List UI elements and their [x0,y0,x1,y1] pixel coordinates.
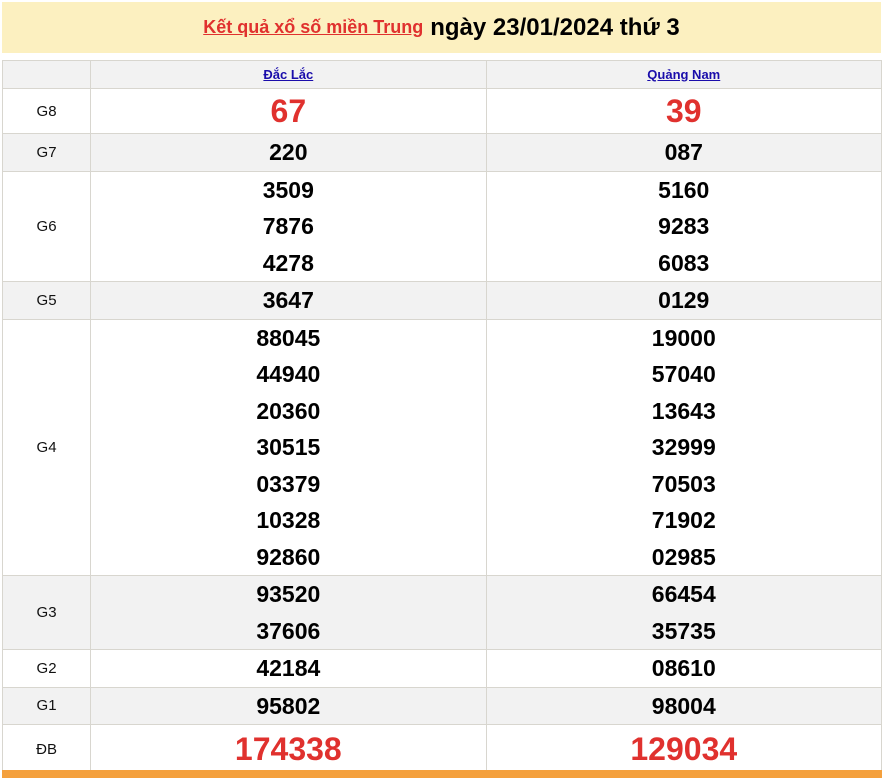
prize-number: 129034 [630,731,738,767]
prize-label: G8 [1,88,92,134]
prize-number: 37606 [256,617,321,644]
prize-number: 35735 [651,617,716,644]
prize-label: G4 [1,318,92,576]
prize-number: 57040 [651,361,716,387]
prize-label: ĐB [1,724,92,775]
prize-row-g1: G1 95802 98004 [1,686,883,725]
prize-row-g7: G7 220 087 [1,133,883,172]
prize-number: 39 [665,93,702,129]
prize-number: 93520 [256,581,321,607]
prize-number: 70503 [651,470,716,497]
prize-row-đb: ĐB 174338 129034 [1,724,883,775]
results-table: Đắc Lắc Quảng Nam G8 67 39 G7 220 087 G6 3509 78… [1,60,883,775]
prize-number: 67 [270,93,307,129]
prize-row-g2: G2 42184 08610 [1,649,883,688]
prize-number: 4278 [262,249,314,276]
prize-number: 44940 [256,361,321,387]
prize-cell: 3647 [90,281,487,320]
prize-number: 0129 [658,287,710,313]
prize-number: 95802 [256,692,321,719]
prize-number: 71902 [651,507,716,533]
prize-cell: 3509 7876 4278 [90,170,487,282]
prize-number: 08610 [651,655,716,681]
draw-date: ngày 23/01/2024 thứ 3 [430,13,680,41]
prize-cell: 0129 [485,281,883,320]
province-link-quang-nam[interactable]: Quảng Nam [647,66,721,82]
prize-number: 10328 [256,507,321,533]
prize-number: 66454 [651,581,716,607]
prize-number: 3647 [262,287,314,313]
prize-number: 30515 [256,434,321,460]
header-empty-cell [1,60,92,89]
prize-cell: 95802 [90,686,487,725]
results-title: Kết quả xổ số miền Trung ngày 23/01/2024… [2,2,881,53]
province-header: Đắc Lắc [90,60,487,89]
prize-label: G3 [1,575,92,650]
prize-number: 20360 [256,397,321,424]
prize-number: 3509 [262,176,314,203]
prize-number: 03379 [256,470,321,497]
prize-number: 88045 [256,324,321,351]
prize-cell: 42184 [90,649,487,688]
province-header: Quảng Nam [485,60,883,89]
prize-row-g4: G4 88045 44940 20360 30515 03379 10328 92860 190… [1,318,883,576]
prize-cell: 08610 [485,649,883,688]
region-results-link[interactable]: Kết quả xổ số miền Trung [203,17,424,37]
prize-number: 32999 [651,434,716,460]
prize-cell: 5160 9283 6083 [485,170,883,282]
prize-cell: 129034 [485,724,883,775]
prize-number: 5160 [658,176,710,203]
prize-number: 92860 [256,543,321,570]
prize-label: G5 [1,281,92,320]
prize-cell: 88045 44940 20360 30515 03379 10328 92860 [90,318,487,576]
prize-number: 02985 [651,543,716,570]
prize-row-g6: G6 3509 7876 4278 5160 9283 6083 [1,170,883,282]
prize-cell: 93520 37606 [90,575,487,650]
prize-cell: 67 [90,88,487,134]
footer-bar [2,770,882,778]
province-link-dac-lac[interactable]: Đắc Lắc [263,66,314,82]
prize-number: 98004 [651,692,716,719]
prize-number: 087 [664,139,703,165]
prize-cell: 98004 [485,686,883,725]
prize-number: 9283 [658,213,710,239]
prize-cell: 174338 [90,724,487,775]
prize-cell: 19000 57040 13643 32999 70503 71902 02985 [485,318,883,576]
prize-number: 174338 [234,731,342,767]
prize-number: 13643 [651,397,716,424]
prize-label: G2 [1,649,92,688]
table-header-row: Đắc Lắc Quảng Nam [1,60,883,89]
prize-number: 7876 [262,213,314,239]
prize-cell: 087 [485,133,883,172]
prize-row-g8: G8 67 39 [1,88,883,134]
prize-number: 6083 [658,249,710,276]
prize-label: G7 [1,133,92,172]
prize-label: G1 [1,686,92,725]
prize-number: 19000 [651,324,716,351]
prize-cell: 39 [485,88,883,134]
prize-number: 42184 [256,655,321,681]
prize-cell: 220 [90,133,487,172]
prize-row-g5: G5 3647 0129 [1,281,883,320]
prize-number: 220 [269,139,308,165]
prize-cell: 66454 35735 [485,575,883,650]
prize-row-g3: G3 93520 37606 66454 35735 [1,575,883,650]
prize-label: G6 [1,170,92,282]
